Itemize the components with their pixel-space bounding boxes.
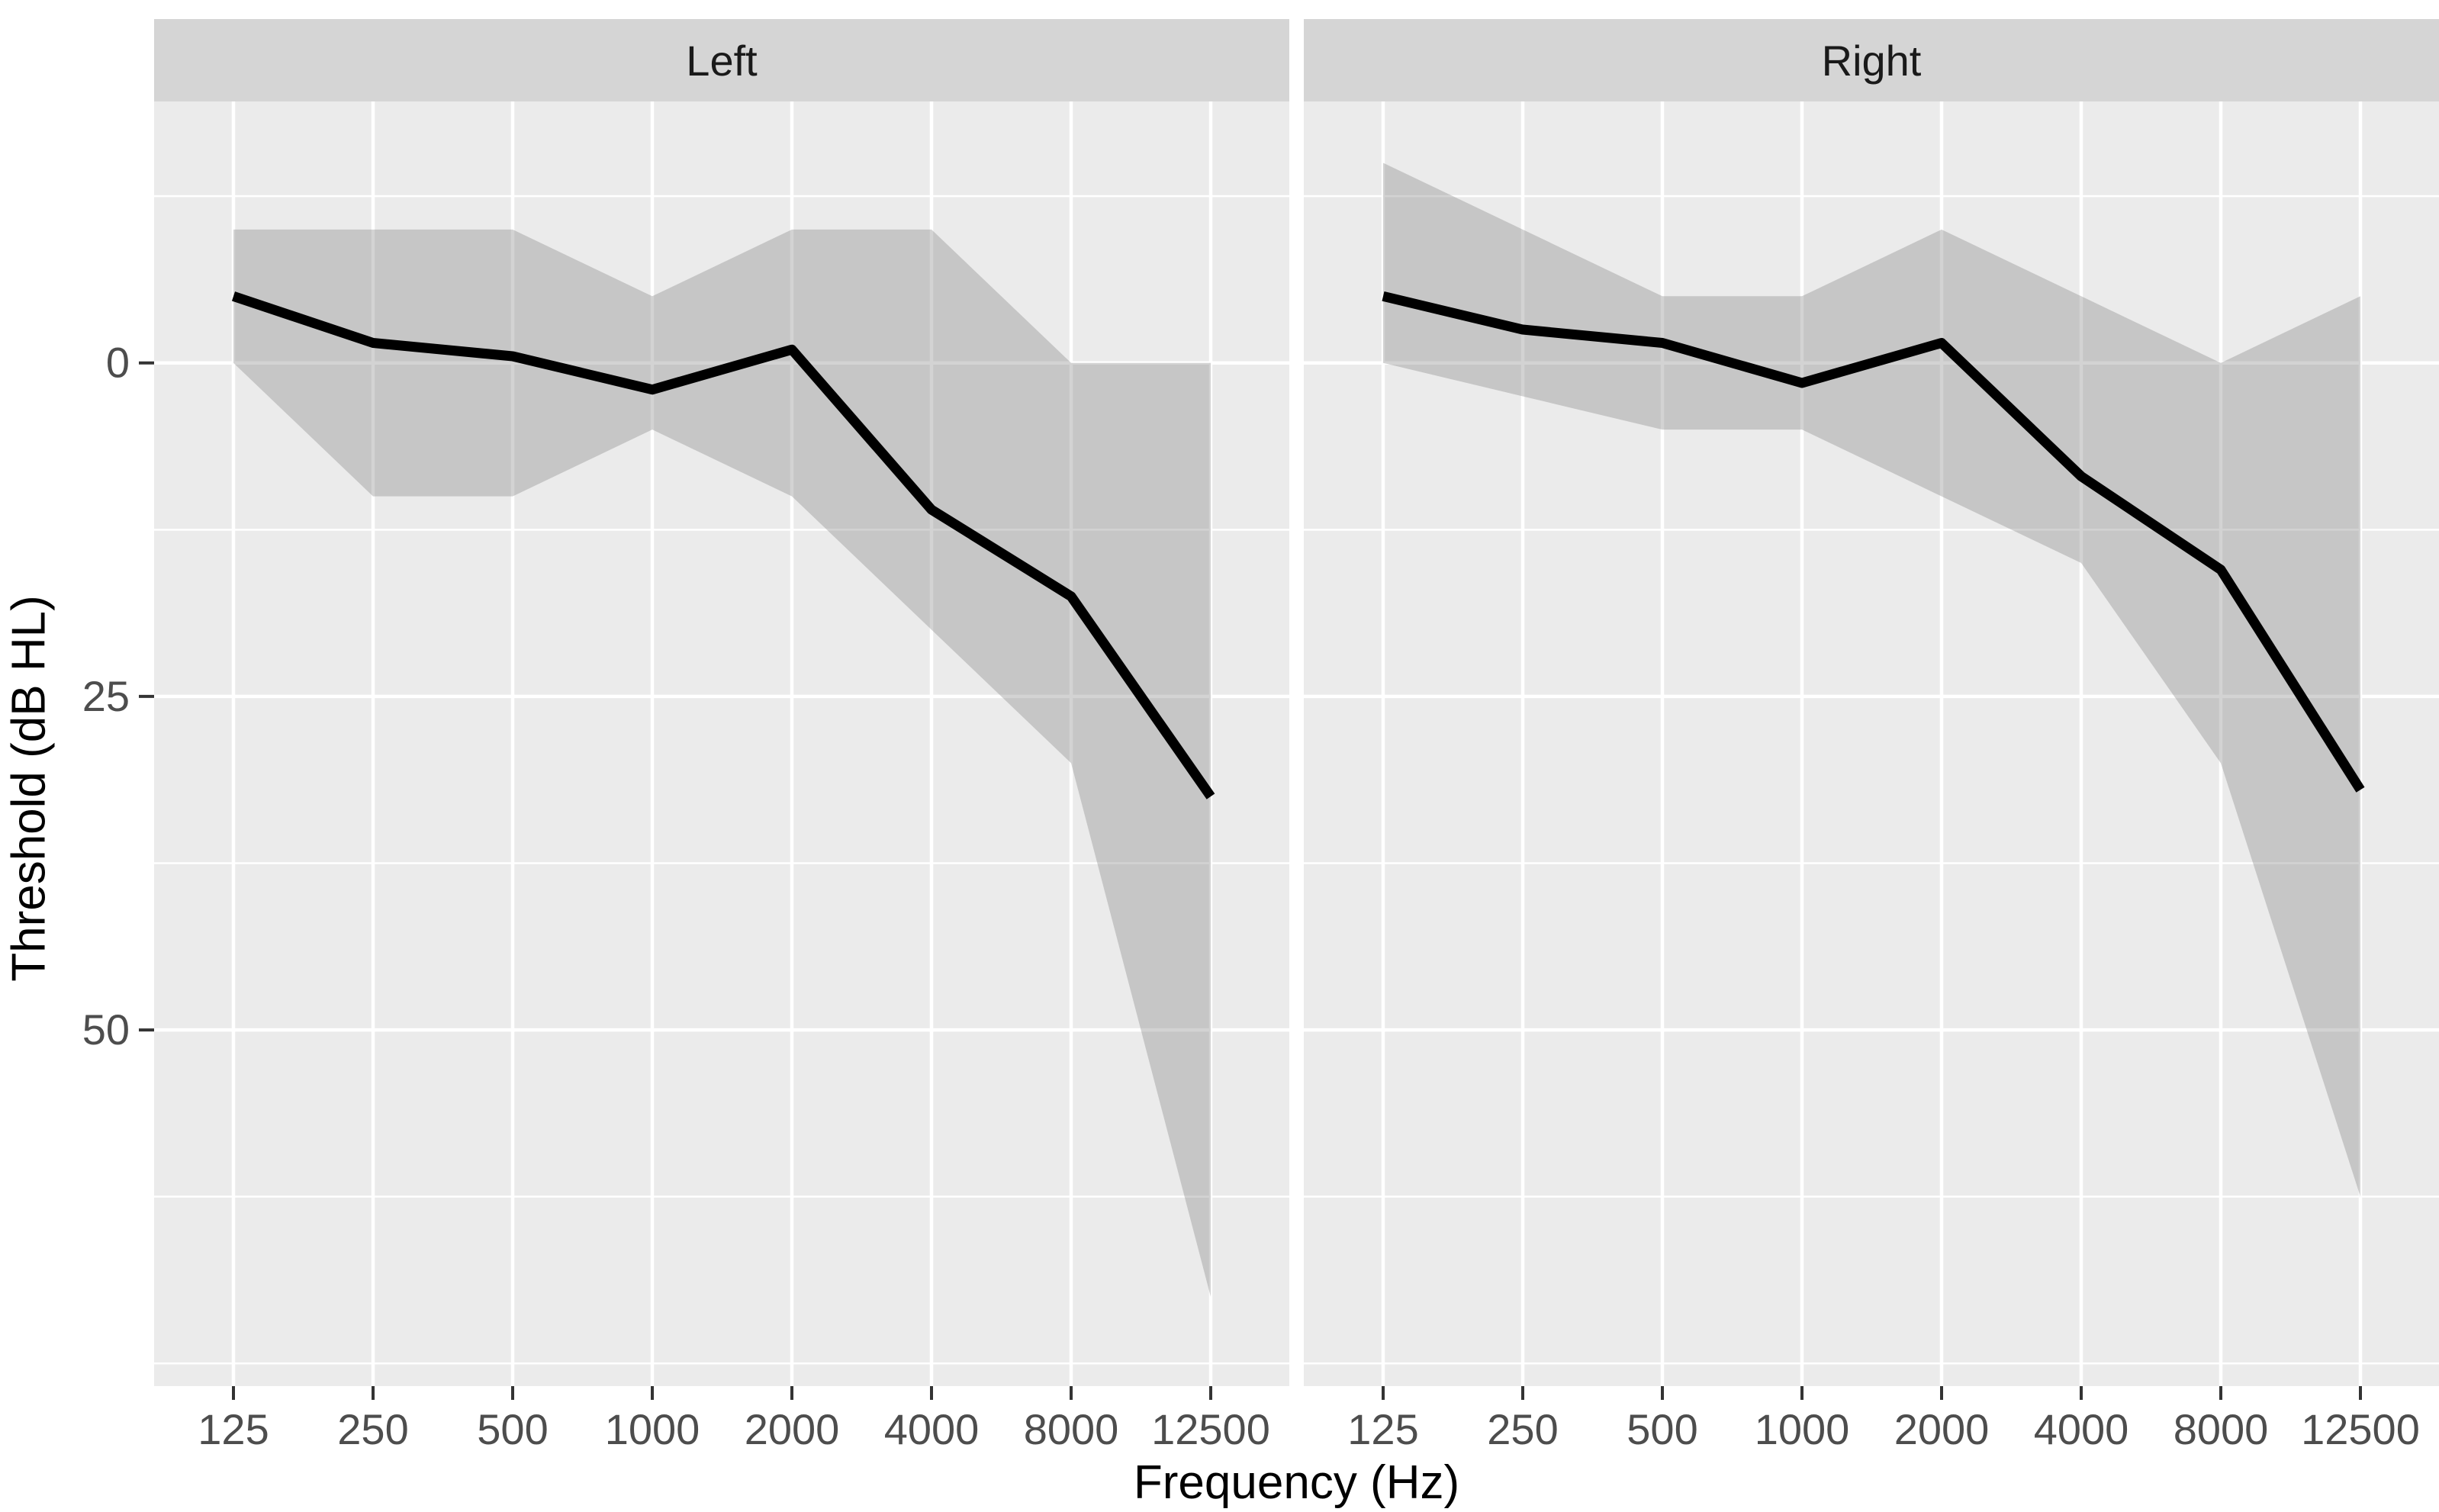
median-threshold-line-left — [231, 291, 1215, 799]
x-tick-label-left: 4000 — [884, 1405, 980, 1453]
x-tick-label-right: 250 — [1487, 1405, 1558, 1453]
facet-strip-right: Right — [1821, 36, 1922, 85]
x-tick-label-right: 1000 — [1755, 1405, 1850, 1453]
panel-bg-right — [1304, 101, 2439, 1386]
x-tick-label-left: 1000 — [605, 1405, 700, 1453]
x-tick-label-left: 2000 — [745, 1405, 840, 1453]
facet-strip-left: Left — [686, 36, 758, 85]
x-tick-label-left: 500 — [477, 1405, 548, 1453]
median-threshold-line-right — [1382, 291, 2365, 793]
x-tick-label-right: 12500 — [2301, 1405, 2420, 1453]
x-tick-label-left: 250 — [337, 1405, 408, 1453]
x-tick-label-left: 125 — [198, 1405, 269, 1453]
x-tick-label-left: 12500 — [1151, 1405, 1270, 1453]
x-tick-label-right: 125 — [1347, 1405, 1418, 1453]
panel-bg-left — [154, 101, 1289, 1386]
x-tick-label-right: 2000 — [1894, 1405, 1990, 1453]
threshold-range-ribbon-left — [233, 229, 1211, 1297]
x-tick-label-right: 4000 — [2034, 1405, 2129, 1453]
y-tick-label: 50 — [82, 1005, 130, 1054]
x-tick-label-left: 8000 — [1024, 1405, 1119, 1453]
facet-strip-bg-right — [1304, 19, 2439, 101]
x-tick-label-right: 8000 — [2174, 1405, 2269, 1453]
x-axis-title: Frequency (Hz) — [1133, 1456, 1460, 1509]
y-axis-title: Threshold (dB HL) — [2, 595, 56, 982]
y-tick-label: 25 — [82, 672, 130, 720]
facet-strip-bg-left — [154, 19, 1289, 101]
y-tick-label: 0 — [106, 339, 130, 387]
x-tick-label-right: 500 — [1627, 1405, 1697, 1453]
threshold-range-ribbon-right — [1383, 162, 2360, 1197]
